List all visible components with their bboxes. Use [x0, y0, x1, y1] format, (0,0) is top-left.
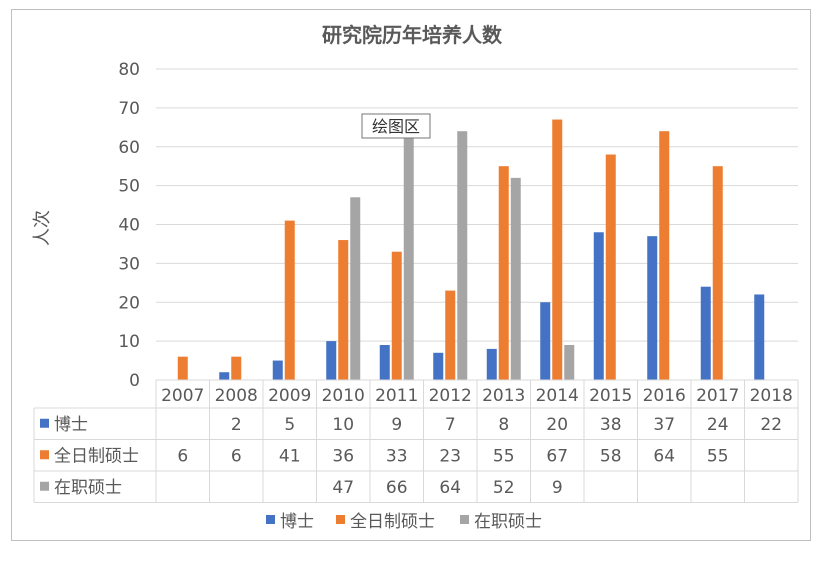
table-row-label: 全日制硕士 [54, 446, 139, 466]
table-cell: 66 [386, 478, 408, 498]
bar [552, 119, 563, 380]
y-tick-label: 80 [118, 60, 140, 80]
table-cell: 8 [498, 415, 509, 435]
x-tick-label: 2008 [215, 386, 258, 406]
bar [659, 131, 670, 380]
table-cell: 2 [231, 415, 242, 435]
table-cell: 9 [552, 478, 563, 498]
y-axis-ticks: 0 10 20 30 40 50 60 70 80 [118, 60, 140, 391]
y-tick-label: 20 [118, 293, 140, 313]
bar [486, 348, 497, 380]
bar [326, 341, 337, 380]
y-tick-label: 60 [118, 138, 140, 158]
table-cell: 52 [493, 478, 515, 498]
bar [647, 236, 658, 380]
bar [403, 123, 414, 381]
bar [564, 345, 575, 380]
legend-label: 在职硕士 [474, 512, 542, 532]
x-tick-label: 2015 [589, 386, 632, 406]
y-tick-label: 50 [118, 177, 140, 197]
table-row-label: 在职硕士 [54, 478, 122, 498]
table-cell: 55 [493, 446, 515, 466]
x-tick-label: 2007 [161, 386, 204, 406]
table-row-label: 博士 [54, 415, 88, 435]
table-cell: 67 [546, 446, 568, 466]
table-cell: 38 [600, 415, 622, 435]
table-cell: 20 [546, 415, 568, 435]
table-cell: 64 [439, 478, 461, 498]
bar [754, 294, 765, 380]
bars [177, 119, 765, 381]
x-tick-label: 2009 [268, 386, 311, 406]
table-cell: 10 [332, 415, 354, 435]
chart-title: 研究院历年培养人数 [322, 23, 503, 47]
tooltip: 绘图区 [361, 113, 431, 139]
bar [284, 220, 295, 380]
table-cell: 9 [391, 415, 402, 435]
legend-key [40, 450, 49, 460]
legend-label: 全日制硕士 [350, 512, 435, 532]
bar [700, 286, 711, 380]
bar [391, 251, 402, 380]
tooltip-text: 绘图区 [372, 117, 420, 136]
x-tick-label: 2012 [429, 386, 472, 406]
legend-swatch [460, 515, 469, 524]
x-tick-label: 2013 [482, 386, 525, 406]
x-tick-label: 2011 [375, 386, 418, 406]
legend-swatch [266, 515, 275, 524]
legend-label: 博士 [280, 512, 314, 532]
bar [350, 197, 361, 380]
bar [338, 240, 349, 380]
bar-chart: 研究院历年培养人数 0 10 20 30 40 50 60 70 80 人次 2007 2008 2… [32, 23, 799, 532]
bar [379, 345, 390, 380]
table-cell: 7 [445, 415, 456, 435]
legend-swatch [336, 515, 345, 524]
y-tick-label: 40 [118, 216, 140, 236]
bar [219, 372, 230, 380]
gridlines [156, 68, 798, 342]
bar [593, 232, 604, 380]
table-cell: 33 [386, 446, 408, 466]
bar [433, 352, 444, 380]
legend-key [40, 481, 49, 491]
table-cell: 22 [760, 415, 782, 435]
table-cell: 24 [707, 415, 729, 435]
table-cell: 5 [284, 415, 295, 435]
y-tick-label: 0 [129, 371, 140, 391]
y-tick-label: 70 [118, 99, 140, 119]
legend: 博士 全日制硕士 在职硕士 [266, 512, 542, 532]
y-tick-label: 30 [118, 254, 140, 274]
table-cell: 47 [332, 478, 354, 498]
table-cell: 58 [600, 446, 622, 466]
table-cell: 23 [439, 446, 461, 466]
table-cell: 41 [279, 446, 301, 466]
bar [272, 360, 283, 380]
x-tick-label: 2014 [536, 386, 579, 406]
x-tick-label: 2016 [643, 386, 686, 406]
x-tick-label: 2010 [322, 386, 365, 406]
table-cell: 6 [231, 446, 242, 466]
legend-key [40, 418, 49, 428]
chart-container: 研究院历年培养人数 0 10 20 30 40 50 60 70 80 人次 2007 2008 2… [11, 9, 811, 541]
bar [457, 131, 468, 380]
bar [605, 154, 616, 380]
y-tick-label: 10 [118, 332, 140, 352]
bar [445, 290, 456, 380]
x-tick-label: 2017 [696, 386, 739, 406]
table-cell: 64 [653, 446, 675, 466]
bar [231, 356, 242, 380]
y-axis-label: 人次 [32, 210, 53, 246]
bar [498, 166, 509, 380]
table-cell: 37 [653, 415, 675, 435]
table-cell: 6 [177, 446, 188, 466]
bar [177, 356, 188, 380]
bar [540, 302, 551, 380]
x-tick-label: 2018 [750, 386, 793, 406]
bar [712, 166, 723, 380]
table-cell: 36 [332, 446, 354, 466]
data-table: 2007 2008 2009 2010 2011 2012 2013 2014 2015 2016… [33, 379, 799, 503]
table-cell: 55 [707, 446, 729, 466]
bar [510, 177, 521, 380]
